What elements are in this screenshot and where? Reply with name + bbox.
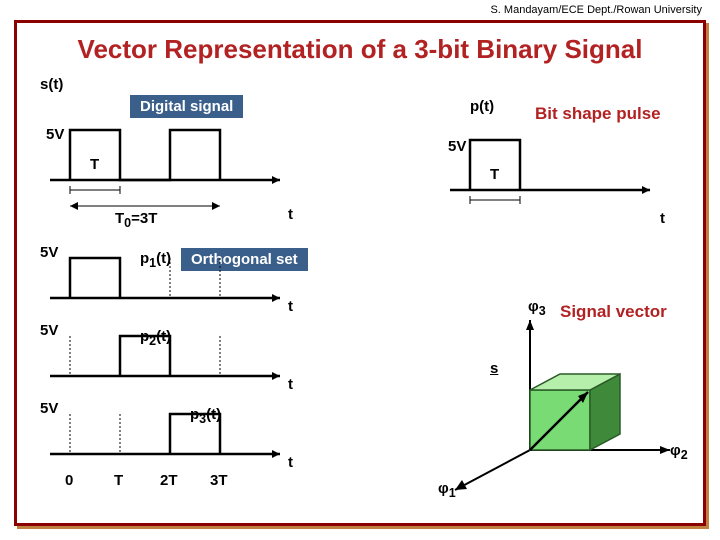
p2-wave	[40, 326, 300, 386]
label-T-pulse: T	[490, 166, 499, 183]
label-T0-eq-3T: T0=3T	[115, 210, 157, 230]
slide-root: S. Mandayam/ECE Dept./Rowan University V…	[0, 0, 720, 540]
bit-shape-pulse-label: Bit shape pulse	[535, 104, 661, 124]
t0-span	[40, 196, 300, 226]
slide-title: Vector Representation of a 3-bit Binary …	[0, 34, 720, 65]
phi1-sym: φ	[438, 480, 449, 497]
t0-suffix: =3T	[131, 210, 157, 227]
phi2-sub: 2	[681, 448, 688, 462]
label-t-p1: t	[288, 298, 293, 315]
label-t-p2: t	[288, 376, 293, 393]
tick-3T: 3T	[210, 472, 228, 489]
p1-wave	[40, 248, 300, 308]
bit-pulse-wave	[440, 130, 670, 220]
credit-line: S. Mandayam/ECE Dept./Rowan University	[490, 4, 702, 16]
label-t-pulse: t	[660, 210, 665, 227]
tick-T: T	[114, 472, 123, 489]
label-t-digital: t	[288, 206, 293, 223]
label-t-p3: t	[288, 454, 293, 471]
digital-signal-box: Digital signal	[130, 95, 243, 118]
label-p-of-t: p(t)	[470, 98, 494, 115]
phi1-label: φ1	[438, 480, 456, 500]
phi1-sub: 1	[449, 486, 456, 500]
signal-vector-cube	[420, 300, 700, 500]
tick-0: 0	[65, 472, 73, 489]
phi2-sym: φ	[670, 442, 681, 459]
digital-signal-wave	[40, 120, 300, 200]
s-vector-label: s	[490, 360, 498, 377]
phi2-label: φ2	[670, 442, 688, 462]
label-s-of-t: s(t)	[40, 76, 63, 93]
t0-T: T	[115, 210, 124, 227]
tick-2T: 2T	[160, 472, 178, 489]
p3-wave	[40, 404, 300, 464]
label-T-digital: T	[90, 156, 99, 173]
